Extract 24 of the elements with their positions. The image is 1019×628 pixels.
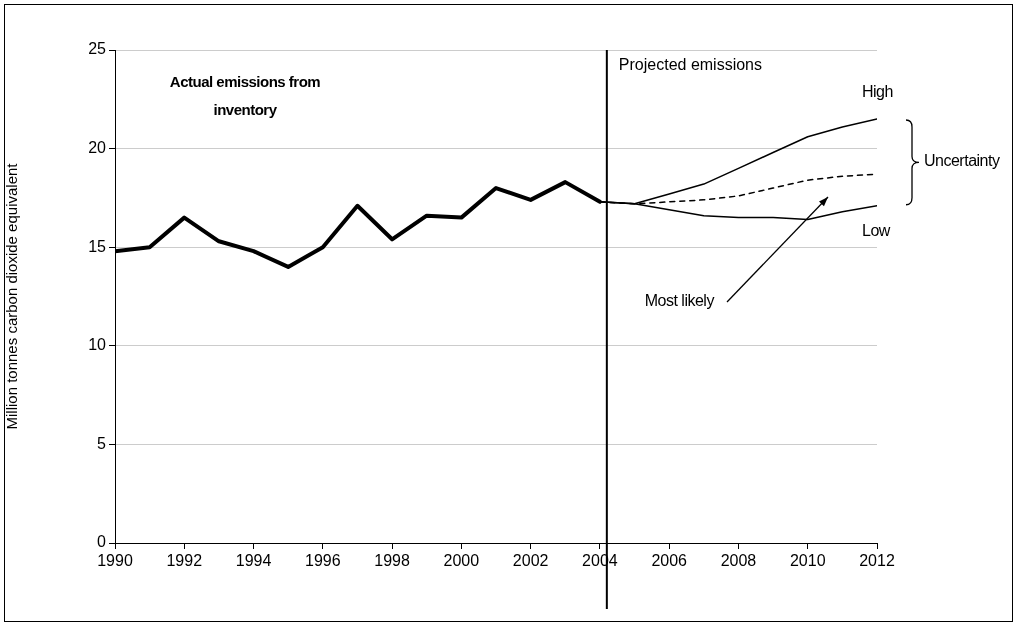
y-tick-label: 0 — [97, 533, 107, 551]
x-tick-label: 2010 — [789, 552, 826, 570]
series-label: High — [862, 83, 893, 102]
y-tick-label: 10 — [88, 336, 107, 354]
x-tick-label: 2008 — [720, 552, 757, 570]
text: Uncertainty — [924, 152, 1000, 171]
y-tick-label: 5 — [97, 434, 107, 452]
x-tick-label: 1994 — [235, 552, 272, 570]
x-tick-label: 1990 — [97, 552, 133, 570]
ref-line-label: Projected emissions — [618, 56, 763, 74]
x-tick-label: 1992 — [166, 552, 203, 570]
annotation: Actual emissions from inventory — [168, 72, 322, 120]
x-tick-label: 1996 — [305, 552, 341, 570]
y-axis-title: Million tonnes carbon dioxide equivalent — [3, 162, 21, 430]
y-tick-label: 20 — [88, 139, 107, 157]
x-tick-label: 2000 — [443, 552, 480, 570]
x-tick-label: 2012 — [859, 552, 895, 570]
series-label: Low — [862, 221, 890, 240]
x-tick-label: 1998 — [374, 552, 410, 570]
text: Most likely — [644, 292, 714, 311]
x-tick-label: 2002 — [512, 552, 549, 570]
y-tick-label: 25 — [88, 40, 107, 58]
x-tick-label: 2006 — [651, 552, 688, 570]
y-tick-label: 15 — [88, 237, 107, 255]
